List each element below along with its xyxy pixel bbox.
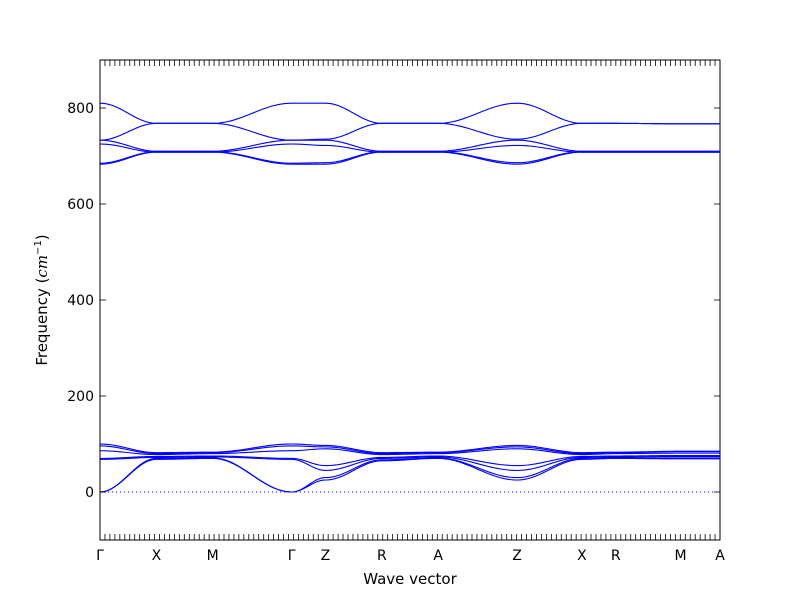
x-tick-label: R [377,548,387,564]
y-axis-label-suffix: ) [33,234,51,240]
y-tick-label: 0 [85,485,94,501]
x-tick-label: Z [512,548,522,564]
x-tick-label: Γ [288,548,296,564]
axis-ticks [99,60,721,540]
band-line-13 [99,102,720,125]
band-lines [99,102,720,493]
band-line-4 [99,454,720,467]
band-line-12 [99,122,720,141]
x-tick-label: X [577,548,587,564]
x-tick-label: Z [321,548,331,564]
y-tick-label: 600 [67,197,94,213]
x-tick-label: R [611,548,621,564]
x-tick-label: A [715,548,725,564]
y-tick-labels: 0 200 400 600 800 [67,101,94,501]
band-line-10 [99,143,720,153]
band-line-11 [99,139,720,152]
x-axis-label: Wave vector [363,570,457,588]
band-line-3 [99,455,720,471]
x-tick-label: A [433,548,443,564]
x-tick-label: Γ [96,548,104,564]
y-tick-label: 200 [67,389,94,405]
x-tick-label: M [207,548,219,564]
y-axis-label-unit: cm [33,255,51,278]
y-axis-label: Frequency (cm−1) [33,234,51,365]
band-line-5 [99,448,720,456]
y-axis-label-unit-exponent: −1 [33,240,44,255]
band-line-1 [99,457,720,493]
y-axis-label-prefix: Frequency ( [33,278,51,366]
x-tick-label: X [152,548,162,564]
band-line-2 [99,457,720,493]
band-line-7 [99,443,720,454]
band-line-9 [99,151,720,164]
y-tick-label: 800 [67,101,94,117]
x-tick-label: M [674,548,686,564]
y-tick-label: 400 [67,293,94,309]
band-line-8 [99,151,720,165]
plot-frame [99,59,721,541]
